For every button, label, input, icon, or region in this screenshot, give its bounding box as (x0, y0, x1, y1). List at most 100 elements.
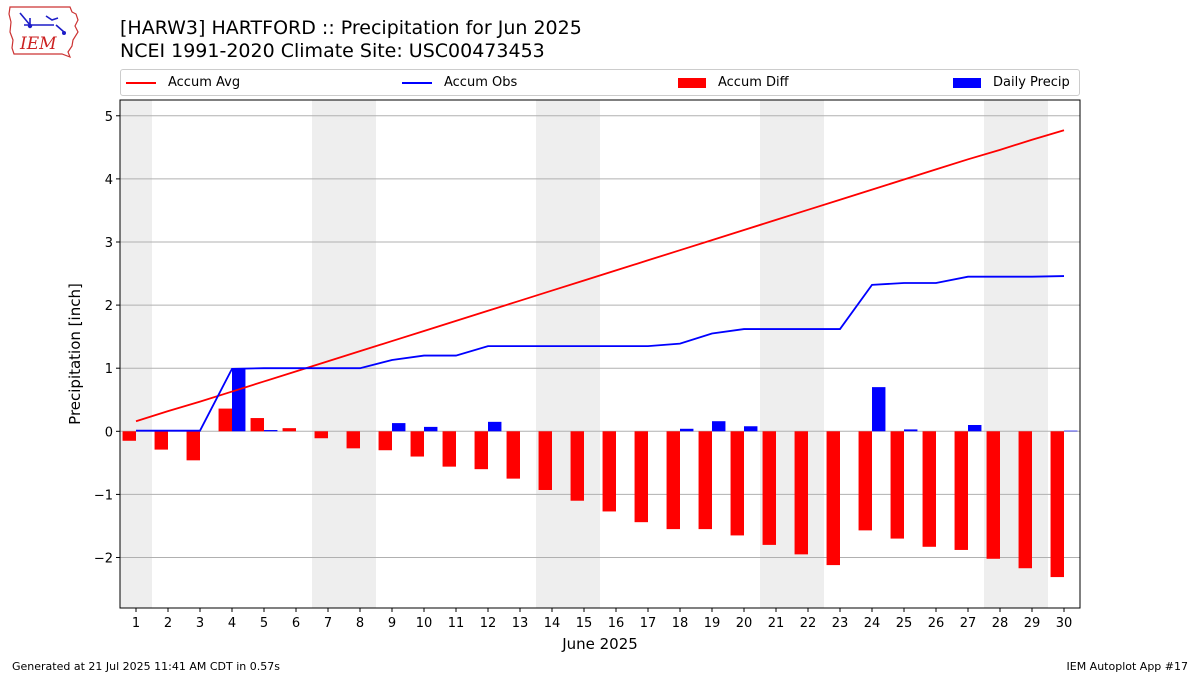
accum-diff-bar (602, 431, 616, 512)
y-tick-label: 4 (105, 173, 113, 188)
x-tick-label: 25 (896, 616, 913, 631)
accum-obs-line (136, 275, 1065, 432)
accum-diff-bar (218, 408, 232, 432)
y-tick-label: 3 (105, 236, 113, 251)
legend-label: Accum Obs (444, 75, 518, 90)
weekend-bands (120, 100, 1048, 608)
daily-precip-bar (744, 426, 758, 432)
accum-diff-bar (570, 431, 584, 501)
y-tick-label: −2 (94, 552, 113, 567)
accum-diff-bar (986, 431, 1000, 559)
accum-diff-bar (698, 431, 712, 530)
daily-precip-bar (232, 369, 246, 432)
legend-label: Daily Precip (993, 75, 1070, 90)
legend-label: Accum Diff (718, 75, 789, 90)
accum-diff-bar (314, 431, 328, 439)
accum-diff-bar (666, 431, 680, 530)
x-axis-label: June 2025 (561, 635, 638, 653)
accum-diff-bar (122, 431, 136, 441)
x-tick-label: 23 (832, 616, 849, 631)
accum-diff-bar (250, 418, 264, 432)
daily-precip-bar (424, 426, 438, 432)
accum-diff-bar (762, 431, 776, 545)
legend-item-accum-diff: Accum Diff (678, 70, 789, 95)
weekend-band (536, 100, 600, 608)
legend-swatch (126, 81, 156, 84)
legend-swatch (402, 81, 432, 84)
y-tick-label: 5 (105, 110, 113, 125)
y-tick-label: 2 (105, 299, 113, 314)
accum-diff-bar (506, 431, 520, 479)
accum-diff-bar (378, 431, 392, 451)
x-tick-label: 6 (292, 616, 300, 631)
legend-item-accum-obs: Accum Obs (402, 70, 517, 95)
x-tick-label: 28 (992, 616, 1009, 631)
x-tick-label: 2 (164, 616, 172, 631)
y-tick-label: 1 (105, 362, 113, 377)
accum-diff-bar (1018, 431, 1032, 569)
x-tick-label: 22 (800, 616, 817, 631)
daily-precip-bar (264, 430, 278, 432)
accum-diff-bar (954, 431, 968, 550)
x-tick-label: 10 (416, 616, 433, 631)
accum-diff-bar (730, 431, 744, 536)
x-tick-label: 8 (356, 616, 364, 631)
chart-title: [HARW3] HARTFORD :: Precipitation for Ju… (120, 17, 582, 39)
daily-precip-bar (904, 429, 918, 432)
accum-diff-bar (826, 431, 840, 566)
accum-diff-bar (154, 431, 168, 450)
x-tick-label: 9 (388, 616, 396, 631)
daily-precip-bar (1064, 430, 1078, 432)
daily-precip-bar (488, 421, 502, 432)
accum-diff-bar (474, 431, 488, 470)
x-tick-label: 27 (960, 616, 977, 631)
generated-timestamp: Generated at 21 Jul 2025 11:41 AM CDT in… (12, 660, 280, 673)
y-axis-label: Precipitation [inch] (66, 283, 84, 425)
x-tick-label: 7 (324, 616, 332, 631)
legend-label: Accum Avg (168, 75, 241, 90)
chart-legend: Accum Avg Accum Obs Accum Diff Daily Pre… (120, 69, 1080, 96)
accum-avg-line (135, 129, 1065, 423)
x-tick-label: 18 (672, 616, 689, 631)
daily-precip-bar (712, 421, 726, 432)
line-series (135, 129, 1065, 432)
accum-diff-bar (922, 431, 936, 547)
accum-diff-bar (794, 431, 808, 555)
x-tick-label: 24 (864, 616, 881, 631)
y-tick-label: −1 (94, 488, 113, 503)
x-tick-label: 19 (704, 616, 721, 631)
accum-diff-bar (538, 431, 552, 490)
x-tick-label: 11 (448, 616, 465, 631)
x-tick-label: 29 (1024, 616, 1041, 631)
legend-item-daily-precip: Daily Precip (953, 70, 1070, 95)
x-axis-ticks: 1 2 3 4 5 6 7 8 9 10 11 12 13 14 15 16 17 18 19 20 21 22 23 24 2… (132, 608, 1072, 631)
accum-diff-bar (186, 431, 200, 461)
x-tick-label: 21 (768, 616, 785, 631)
accum-diff-bar (410, 431, 424, 457)
daily-precip-bar (392, 423, 406, 432)
x-tick-label: 26 (928, 616, 945, 631)
bar-series (122, 369, 1078, 578)
daily-precip-bar (680, 428, 694, 432)
accum-diff-bar (346, 431, 360, 449)
logo-text: IEM (19, 34, 57, 54)
daily-precip-bar (872, 387, 886, 432)
x-tick-label: 13 (512, 616, 529, 631)
y-tick-label: 0 (105, 425, 113, 440)
accum-diff-bar (890, 431, 904, 539)
daily-precip-bar (968, 424, 982, 432)
accum-diff-bar (282, 428, 296, 432)
x-tick-label: 3 (196, 616, 204, 631)
accum-diff-bar (634, 431, 648, 523)
x-tick-label: 16 (608, 616, 625, 631)
app-credit: IEM Autoplot App #17 (1066, 660, 1189, 673)
x-tick-label: 5 (260, 616, 268, 631)
weekend-band (120, 100, 152, 608)
legend-swatch (678, 77, 706, 88)
accum-diff-bar (858, 431, 872, 531)
accum-diff-bar (1050, 431, 1064, 578)
x-tick-label: 15 (576, 616, 593, 631)
weekend-band (312, 100, 376, 608)
legend-item-accum-avg: Accum Avg (126, 70, 240, 95)
